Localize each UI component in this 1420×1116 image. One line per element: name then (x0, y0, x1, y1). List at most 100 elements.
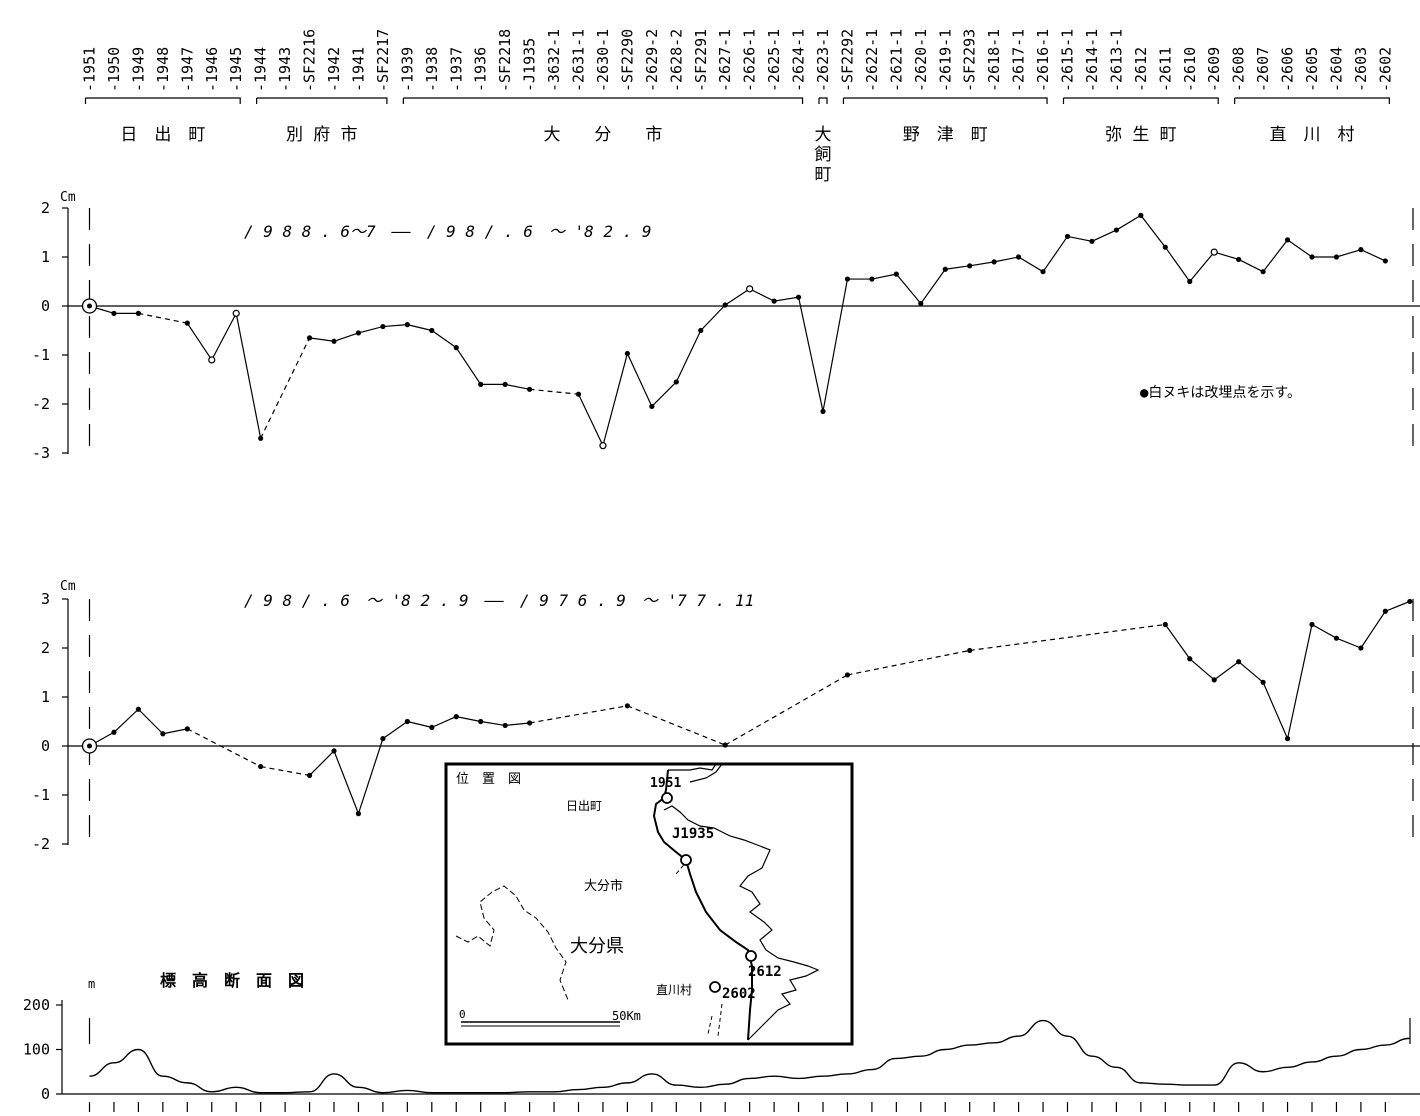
data-point (673, 379, 679, 385)
data-point (502, 381, 508, 387)
y-tick-label: 1 (41, 688, 50, 706)
benchmark-label: -SF2291 (692, 29, 710, 92)
benchmark-label: -2612 (1132, 47, 1150, 92)
data-point (575, 391, 582, 397)
series-segment (1238, 661, 1264, 683)
series-segment (577, 393, 604, 446)
elevation-y-unit: m (88, 977, 95, 991)
data-point (1284, 237, 1291, 243)
upper-change-chart: 2 1 0 -1 -2 -3 Cm / 9 8 8 . 6〜7 —— / 9 8 / . … (32, 190, 1420, 462)
elevation-title: 標 高 断 面 図 (160, 971, 304, 990)
location-map-inset: 位 置 図 1951 日出町 J1935 大分市 大分県 2612 直川村 26… (444, 762, 854, 1046)
data-point (184, 320, 190, 326)
marker-j1935 (680, 854, 692, 866)
benchmark-label: -2606 (1279, 47, 1297, 92)
data-point (502, 722, 508, 729)
benchmark-label: -2622-1 (863, 29, 881, 92)
reburied-note: ●白ヌキは改埋点を示す。 (1140, 385, 1301, 401)
series-segment (945, 265, 970, 270)
map-label-hiji: 日出町 (566, 799, 602, 813)
series-segment (797, 297, 824, 412)
benchmark-header: -1951 -1950 -1949 -1948 -1947 -1946 -1945 -1944… (81, 29, 1395, 92)
series-segment (1189, 251, 1215, 282)
data-point (1064, 233, 1071, 240)
benchmark-label: -1947 (178, 47, 196, 92)
benchmark-label: -1948 (154, 47, 172, 92)
benchmark-label: -2630-1 (594, 29, 612, 92)
map-label-2602: 2602 (722, 986, 756, 1002)
data-point (967, 263, 973, 269)
data-point (649, 403, 655, 410)
series-segment (1336, 249, 1362, 258)
series-segment (651, 381, 677, 407)
y-tick-label: -2 (32, 835, 50, 853)
data-point (1333, 254, 1340, 260)
map-label-oita-city: 大分市 (584, 878, 623, 894)
data-point (1113, 227, 1119, 233)
series-segment (1042, 236, 1068, 273)
reference-point (87, 303, 92, 309)
data-point (111, 729, 117, 735)
data-point (624, 350, 631, 357)
data-point (355, 330, 362, 336)
reburied-point (599, 442, 607, 450)
series-segment (1067, 235, 1093, 242)
benchmark-label: -SF2293 (961, 29, 979, 92)
y-tick-label: 0 (41, 297, 50, 315)
data-point (453, 345, 459, 351)
series-segment (480, 720, 506, 727)
reburied-point (746, 285, 754, 293)
y-tick-label: 2 (41, 199, 50, 217)
series-segment (211, 313, 237, 361)
benchmark-label: -2609 (1205, 47, 1223, 92)
series-segment (431, 330, 457, 349)
benchmark-label: -1946 (203, 47, 221, 92)
series-segment (969, 261, 995, 267)
y-tick-label: -1 (32, 786, 50, 804)
series-segment (749, 288, 775, 302)
data-point (331, 748, 337, 754)
benchmark-label: -1942 (325, 47, 343, 92)
marker-1951 (661, 792, 673, 804)
data-point (1236, 659, 1242, 665)
town-bracket (842, 97, 1048, 104)
series-segment (1214, 251, 1239, 261)
benchmark-label: -2626-1 (741, 29, 759, 92)
series-segment (675, 330, 702, 383)
series-segment (333, 332, 359, 342)
data-point (869, 276, 875, 282)
map-label-2612: 2612 (748, 964, 782, 980)
town-label: 飼 (815, 145, 832, 165)
benchmark-label: -2610 (1181, 47, 1199, 92)
series-segment (260, 337, 311, 439)
data-point (160, 731, 166, 737)
map-scale-zero: 0 (459, 1008, 466, 1021)
benchmark-label: -2616-1 (1034, 29, 1052, 92)
y-tick-label: 0 (41, 1085, 50, 1103)
town-label: 日 出 町 (120, 125, 205, 145)
benchmark-label: -1941 (349, 47, 367, 92)
data-point (844, 672, 851, 678)
benchmark-label: -J1935 (521, 38, 539, 92)
series-segment (407, 324, 432, 332)
data-point (355, 811, 362, 817)
series-segment (969, 623, 1166, 652)
y-tick-label: 3 (41, 590, 50, 608)
upper-chart-title: / 9 8 8 . 6〜7 —— / 9 8 / . 6 〜 '8 2 . 9 (244, 222, 652, 241)
lower-series (81, 598, 1413, 817)
data-point (991, 259, 997, 265)
data-point (1333, 635, 1340, 641)
data-point (1260, 679, 1266, 685)
series-segment (529, 705, 628, 724)
series-segment (431, 716, 457, 728)
data-point (258, 435, 264, 441)
benchmark-label: -SF2217 (374, 29, 392, 92)
town-label: 大 (815, 125, 832, 145)
series-segment (626, 353, 653, 407)
benchmark-label: -1936 (472, 47, 490, 92)
series-segment (309, 750, 335, 776)
data-point (967, 647, 973, 654)
benchmark-label: -1945 (227, 47, 245, 92)
benchmark-label: -SF2290 (618, 29, 636, 92)
town-label: 町 (815, 165, 832, 185)
